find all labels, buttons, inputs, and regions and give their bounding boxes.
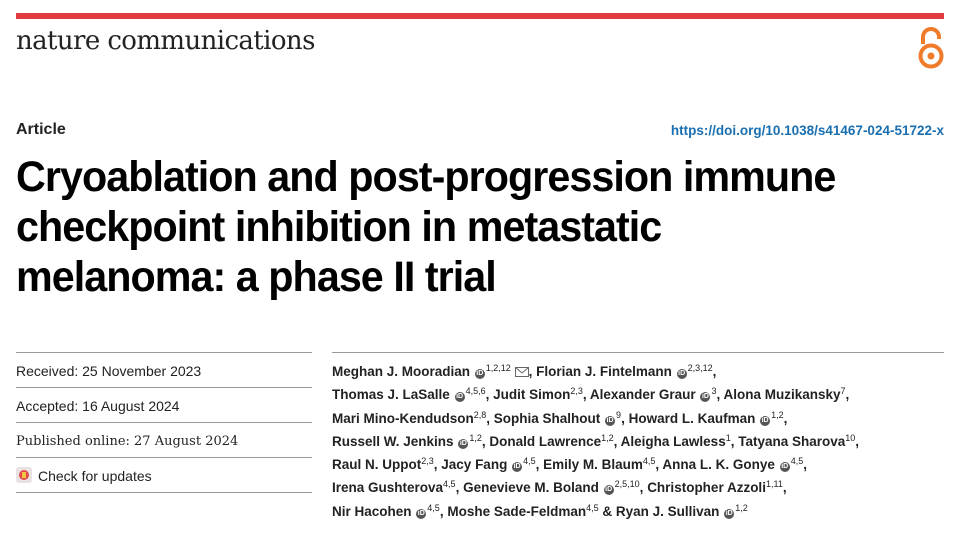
author-name[interactable]: Raul N. Uppot	[332, 457, 422, 473]
author-name[interactable]: Judit Simon	[493, 387, 571, 403]
open-access-icon	[918, 27, 944, 69]
affiliation-sup: 2,5,10	[614, 479, 640, 490]
author-name[interactable]: Mari Mino-Kendudson	[332, 410, 474, 426]
author-line: Raul N. Uppot2,3, Jacy Fang iD4,5, Emily…	[332, 456, 807, 473]
author-name[interactable]: Genevieve M. Boland	[463, 480, 599, 496]
orcid-icon[interactable]: iD	[416, 508, 427, 519]
affiliation-sup: 2,3,12	[687, 363, 713, 373]
orcid-icon[interactable]: iD	[605, 415, 616, 426]
affiliation-sup: 4,5,6	[465, 386, 486, 397]
title-line: checkpoint inhibition in metastatic	[16, 203, 662, 251]
author-line: Mari Mino-Kendudson2,8, Sophia Shalhout …	[332, 409, 788, 426]
publication-info: Received: 25 November 2023 Accepted: 16 …	[16, 352, 312, 493]
orcid-icon[interactable]: iD	[512, 462, 523, 473]
affiliation-sup: 4,5	[443, 479, 456, 490]
author-name[interactable]: Tatyana Sharova	[738, 433, 846, 449]
orcid-icon[interactable]: iD	[474, 369, 485, 379]
affiliation-sup: 1,2	[469, 432, 482, 443]
affiliation-sup: 1,2	[771, 409, 784, 420]
author-line: Thomas J. LaSalle iD4,5,6, Judit Simon2,…	[332, 386, 850, 403]
journal-name: nature communications	[16, 26, 315, 56]
affiliation-sup: 1,2,12	[485, 363, 511, 373]
article-type: Article	[16, 121, 66, 138]
article-title: Cryoablation and post-progression immune…	[16, 152, 909, 302]
author-name[interactable]: Donald Lawrence	[489, 433, 602, 449]
author-name[interactable]: Moshe Sade-Feldman	[447, 503, 587, 519]
published-row: Published online: 27 August 2024	[16, 422, 312, 457]
author-name[interactable]: Howard L. Kaufman	[628, 410, 756, 426]
affiliation-sup: 4,5	[790, 456, 804, 467]
affiliation-sup: 4,5	[586, 502, 599, 513]
author-line: Nir Hacohen iD4,5, Moshe Sade-Feldman4,5…	[332, 502, 748, 519]
author-name[interactable]: Emily M. Blaum	[543, 457, 643, 473]
affiliation-sup: 7	[840, 386, 846, 397]
accepted-row: Accepted: 16 August 2024	[16, 387, 312, 422]
published-date: Published online: 27 August 2024	[16, 434, 239, 449]
affiliation-sup: 9	[616, 409, 622, 420]
authors-divider	[332, 352, 944, 353]
author-name[interactable]: Russell W. Jenkins	[332, 433, 454, 449]
author-line: Meghan J. Mooradian iD1,2,12 , Florian J…	[332, 363, 717, 379]
orcid-icon[interactable]: iD	[724, 508, 735, 519]
author-line: Irena Gushterova4,5, Genevieve M. Boland…	[332, 479, 787, 496]
author-name[interactable]: Alona Muzikansky	[723, 387, 841, 403]
received-date: Received: 25 November 2023	[16, 363, 202, 379]
affiliation-sup: 1,2	[601, 432, 614, 443]
affiliation-sup: 2,8	[473, 409, 487, 420]
author-name[interactable]: Christopher Azzoli	[647, 480, 766, 496]
check-for-updates-button[interactable]: Check for updates	[38, 468, 152, 484]
affiliation-sup: 4,5	[642, 456, 656, 467]
author-name[interactable]: Thomas J. LaSalle	[332, 387, 450, 403]
author-name[interactable]: Florian J. Fintelmann	[536, 364, 672, 379]
affiliation-sup: 4,5	[523, 456, 536, 467]
top-accent-bar	[16, 13, 944, 19]
orcid-icon[interactable]: iD	[676, 369, 687, 379]
affiliation-sup: 1	[725, 432, 731, 443]
affiliation-sup: 2,3	[421, 456, 434, 467]
author-name[interactable]: Meghan J. Mooradian	[332, 364, 471, 379]
orcid-icon[interactable]: iD	[760, 415, 771, 426]
author-name[interactable]: Nir Hacohen	[332, 503, 412, 519]
author-name[interactable]: Ryan J. Sullivan	[615, 503, 720, 519]
orcid-icon[interactable]: iD	[700, 392, 711, 403]
orcid-icon[interactable]: iD	[779, 462, 790, 473]
affiliation-sup: 3	[711, 386, 717, 397]
affiliation-sup: 1,2	[735, 502, 748, 513]
affiliation-sup: 2,3	[570, 386, 583, 397]
title-line: Cryoablation and post-progression immune	[16, 153, 836, 201]
orcid-icon[interactable]: iD	[454, 392, 465, 403]
check-for-updates-icon	[16, 467, 32, 483]
author-name[interactable]: Irena Gushterova	[332, 480, 444, 496]
orcid-icon[interactable]: iD	[603, 485, 614, 496]
affiliation-sup: 4,5	[427, 502, 440, 513]
email-icon[interactable]	[514, 367, 529, 377]
title-line: melanoma: a phase II trial	[16, 253, 497, 301]
author-name[interactable]: Anna L. K. Gonye	[662, 457, 775, 473]
orcid-icon[interactable]: iD	[458, 438, 469, 449]
doi-link[interactable]: https://doi.org/10.1038/s41467-024-51722…	[670, 123, 944, 138]
author-line: Russell W. Jenkins iD1,2, Donald Lawrenc…	[332, 432, 860, 449]
author-list: Meghan J. Mooradian iD1,2,12 , Florian J…	[332, 360, 948, 523]
check-updates-row[interactable]: Check for updates	[16, 457, 312, 493]
affiliation-sup: 1,11	[765, 479, 783, 490]
accepted-date: Accepted: 16 August 2024	[16, 398, 180, 414]
author-name[interactable]: Alexander Graur	[589, 387, 696, 403]
received-row: Received: 25 November 2023	[16, 352, 312, 387]
affiliation-sup: 10	[845, 432, 856, 443]
author-name[interactable]: Jacy Fang	[441, 457, 508, 473]
author-name[interactable]: Sophia Shalhout	[493, 410, 601, 426]
author-name[interactable]: Aleigha Lawless	[620, 433, 726, 449]
